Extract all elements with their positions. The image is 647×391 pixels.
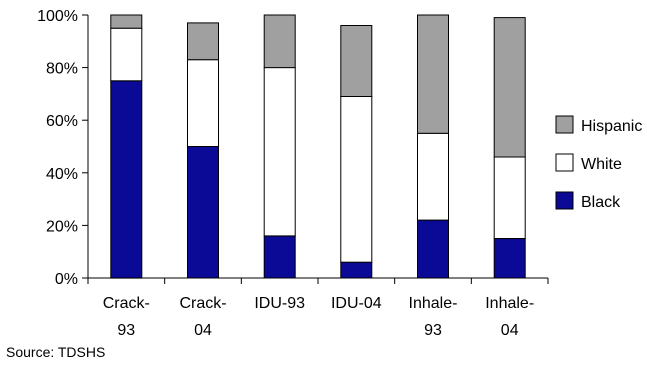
axes-group: Crack- 93 Crack- 04 IDU-93 IDU-04 Inhale- 93 Inh… [37, 8, 549, 339]
x-tick-label-4-0: Inhale- [409, 295, 458, 312]
x-tick-label-1-1: 04 [194, 322, 212, 339]
bar-white-3 [340, 96, 373, 263]
bar-white-5 [493, 156, 526, 239]
source-note: Source: TDSHS [6, 344, 106, 360]
bar-hispanic-4 [417, 14, 449, 134]
bar-hispanic-1 [187, 22, 219, 61]
legend: Hispanic White Black [555, 115, 642, 211]
legend-swatch-hispanic [555, 115, 574, 134]
bar-black-0 [110, 80, 143, 279]
x-tick-label-1-0: Crack- [179, 295, 226, 312]
bar-hispanic-3 [340, 25, 373, 97]
bar-black-4 [417, 219, 449, 279]
x-tick-label-4-1: 93 [424, 322, 442, 339]
legend-label-hispanic: Hispanic [581, 118, 642, 135]
x-tick-label-0-0: Crack- [103, 295, 150, 312]
bar-black-5 [493, 238, 526, 279]
bar-hispanic-2 [263, 14, 296, 69]
bar-white-1 [187, 59, 219, 148]
bar-black-3 [340, 261, 373, 279]
y-tick-label-4: 80% [46, 61, 78, 78]
legend-swatch-white [555, 153, 574, 172]
x-tick-label-5-0: Inhale- [485, 295, 534, 312]
bar-black-1 [187, 146, 219, 279]
y-tick-label-1: 20% [46, 218, 78, 235]
x-tick-label-2-0: IDU-93 [254, 295, 305, 312]
y-tick-label-0: 0% [55, 271, 78, 288]
x-tick-label-5-1: 04 [501, 322, 519, 339]
bar-white-4 [417, 132, 449, 221]
y-tick-label-2: 40% [46, 166, 78, 183]
x-tick-label-3-0: IDU-04 [331, 295, 382, 312]
bar-white-2 [263, 67, 296, 237]
legend-swatch-black [555, 191, 574, 210]
bar-hispanic-0 [110, 14, 143, 29]
bars-group [110, 14, 526, 279]
bar-hispanic-5 [493, 17, 526, 158]
bar-black-2 [263, 235, 296, 279]
x-tick-label-0-1: 93 [117, 322, 135, 339]
y-tick-label-3: 60% [46, 113, 78, 130]
bar-white-0 [110, 27, 143, 82]
legend-label-white: White [581, 156, 622, 173]
y-tick-label-5: 100% [37, 8, 78, 25]
legend-label-black: Black [581, 194, 621, 211]
